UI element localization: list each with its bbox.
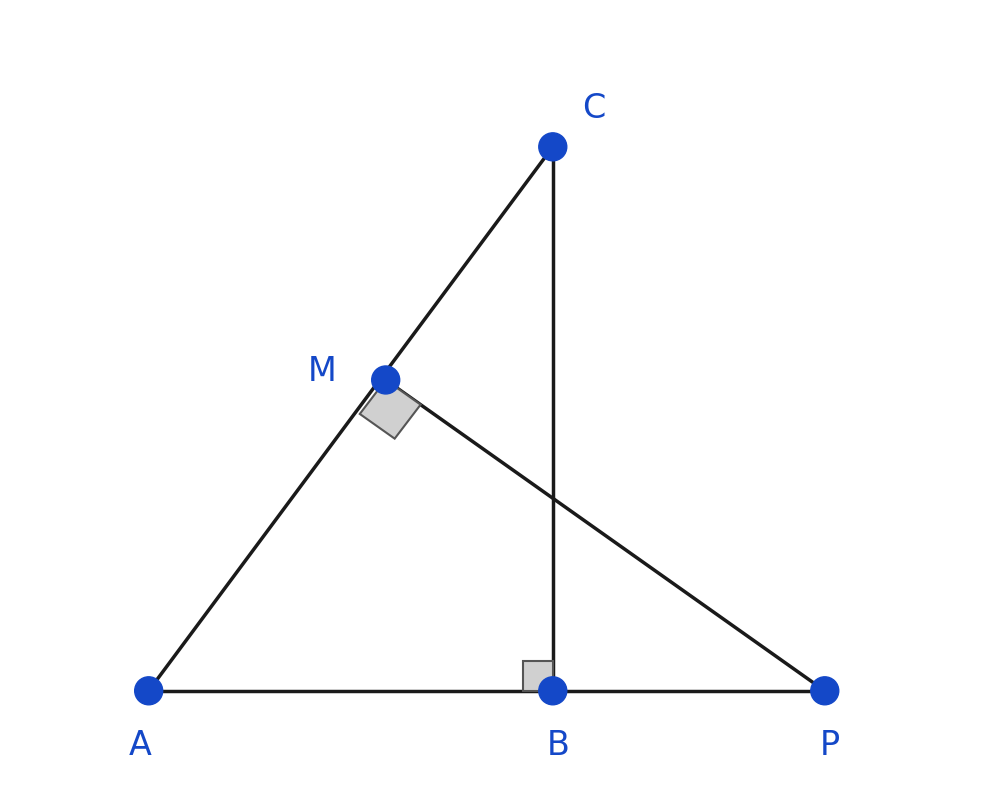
- Circle shape: [135, 677, 162, 705]
- Text: A: A: [130, 729, 152, 762]
- Polygon shape: [523, 661, 553, 691]
- Circle shape: [811, 677, 839, 705]
- Circle shape: [539, 677, 567, 705]
- Circle shape: [372, 366, 400, 394]
- Text: C: C: [582, 92, 605, 125]
- Text: M: M: [308, 355, 336, 388]
- Circle shape: [539, 133, 567, 161]
- Text: B: B: [547, 729, 570, 762]
- Text: P: P: [820, 729, 841, 762]
- Polygon shape: [360, 380, 420, 439]
